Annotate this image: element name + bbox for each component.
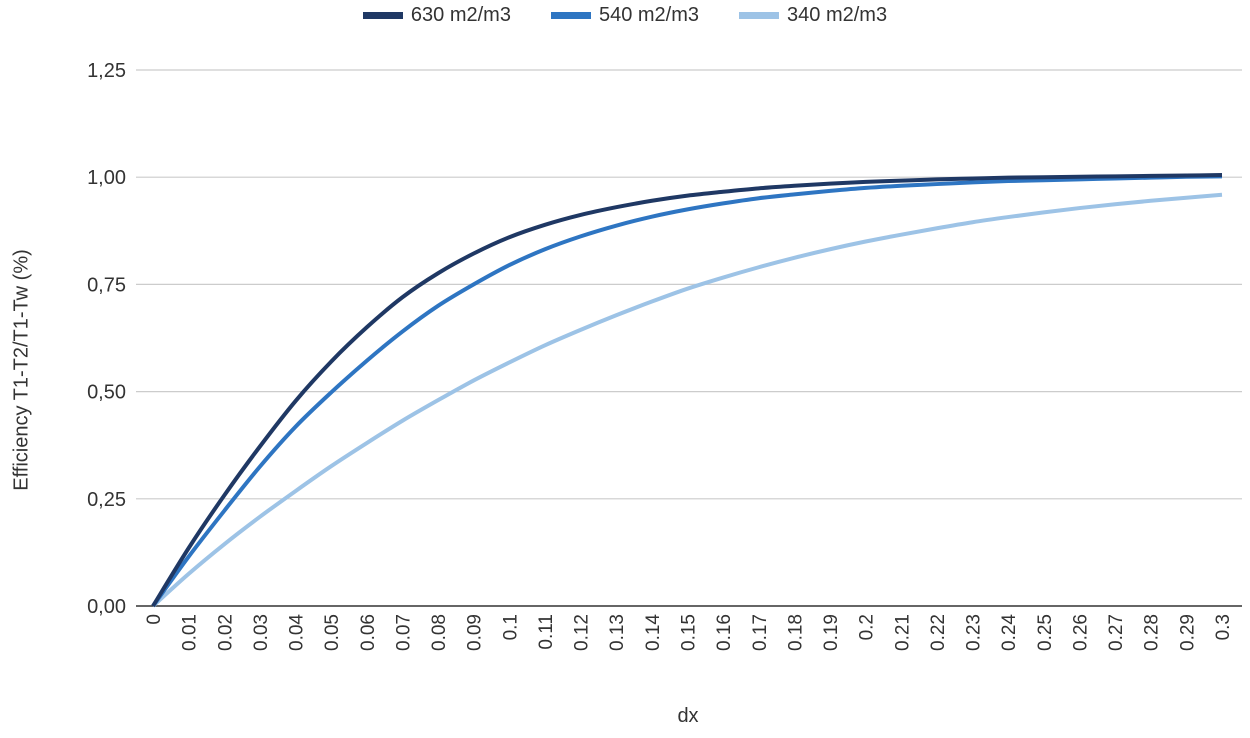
series-line-340 [151, 192, 1223, 608]
x-tick-label: 0.24 [999, 614, 1020, 651]
x-tick-label: 0.11 [536, 614, 557, 650]
legend-item-540: 540 m2/m3 [550, 4, 700, 27]
y-axis-label: Efficiency T1-T2/T1-Tw (%) [10, 249, 33, 491]
legend-swatch-340 [739, 12, 780, 19]
legend-item-340: 340 m2/m3 [739, 4, 887, 27]
series-line-540 [151, 174, 1223, 608]
x-tick-label: 0.1 [500, 614, 521, 640]
x-tick-label: 0.22 [928, 614, 949, 651]
legend-swatch-630 [362, 12, 403, 19]
legend-item-630: 630 m2/m3 [362, 4, 511, 27]
y-tick-labels: 0,00 0,25 0,50 0,75 1,00 1,25 [87, 60, 126, 618]
legend-label-630: 630 m2/m3 [410, 4, 511, 26]
x-tick-label: 0.23 [964, 614, 985, 651]
x-tick-label: 0.19 [821, 614, 842, 651]
x-tick-label: 0.14 [643, 614, 664, 651]
x-tick-label: 0.2 [857, 614, 878, 640]
legend-label-540: 540 m2/m3 [598, 4, 700, 26]
x-tick-label: 0.01 [180, 614, 201, 651]
x-tick-label: 0.16 [714, 614, 735, 651]
x-tick-label: 0.17 [750, 614, 771, 651]
x-tick-label: 0.04 [287, 614, 308, 651]
series-line-630 [151, 173, 1223, 608]
x-tick-label: 0.29 [1177, 614, 1198, 651]
x-tick-label: 0.03 [251, 614, 272, 651]
legend-label-340: 340 m2/m3 [787, 4, 888, 26]
x-tick-label: 0.25 [1035, 614, 1056, 651]
y-tick-label: 0,50 [87, 382, 126, 404]
gridlines [136, 69, 1242, 607]
x-tick-label: 0.02 [215, 614, 236, 651]
series-lines [151, 173, 1223, 608]
y-tick-label: 1,25 [87, 60, 126, 82]
x-tick-label: 0.3 [1213, 614, 1234, 640]
y-tick-label: 0,00 [87, 596, 126, 618]
x-tick-label: 0.07 [393, 614, 414, 651]
x-tick-label: 0 [144, 614, 165, 625]
y-tick-label: 1,00 [87, 167, 126, 189]
x-tick-label: 0.13 [607, 614, 628, 651]
x-tick-label: 0.26 [1070, 614, 1091, 651]
x-tick-label: 0.09 [465, 614, 486, 651]
legend-swatch-540 [550, 12, 591, 19]
x-tick-label: 0.05 [322, 614, 343, 651]
x-tick-label: 0.21 [892, 614, 913, 651]
x-axis-label: dx [677, 705, 699, 727]
x-tick-label: 0.15 [679, 614, 700, 651]
x-tick-label: 0.28 [1142, 614, 1163, 651]
y-tick-label: 0,25 [87, 489, 126, 511]
x-tick-labels: 0 0.01 0.02 0.03 0.04 0.05 0.06 0.07 0.08 0.09 0.1… [144, 614, 1234, 651]
x-tick-label: 0.06 [358, 614, 379, 651]
x-tick-label: 0.18 [785, 614, 806, 651]
x-tick-label: 0.27 [1106, 614, 1127, 651]
x-tick-label: 0.12 [572, 614, 593, 651]
y-tick-label: 0,75 [87, 274, 126, 296]
x-tick-label: 0.08 [429, 614, 450, 651]
legend: 630 m2/m3 540 m2/m3 340 m2/m3 [0, 4, 1250, 27]
